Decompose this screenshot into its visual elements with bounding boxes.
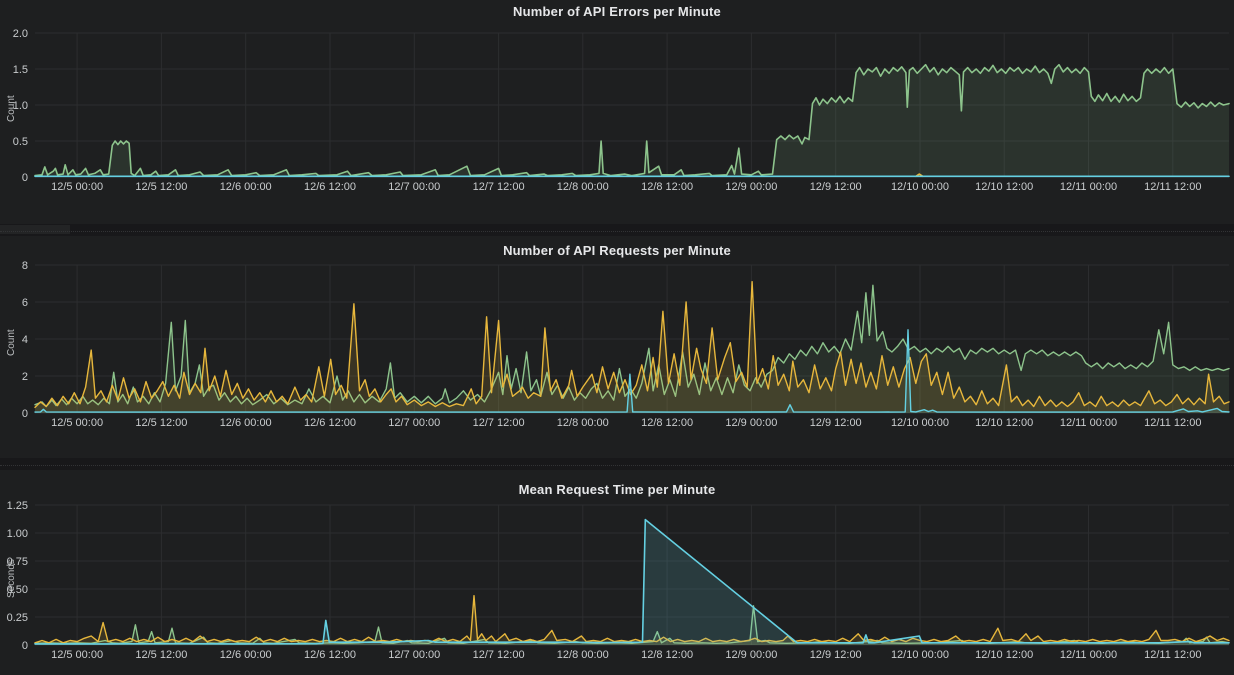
panel-mean-request-time: Mean Request Time per Minute Seconds 0 0.… bbox=[0, 470, 1234, 675]
svg-text:12/8 12:00: 12/8 12:00 bbox=[641, 181, 693, 193]
svg-text:0: 0 bbox=[22, 172, 28, 184]
svg-text:12/11 12:00: 12/11 12:00 bbox=[1144, 181, 1201, 193]
svg-text:12/6 12:00: 12/6 12:00 bbox=[304, 181, 356, 193]
row-separator bbox=[0, 465, 1234, 466]
svg-text:12/7 12:00: 12/7 12:00 bbox=[473, 181, 525, 193]
svg-text:12/11 12:00: 12/11 12:00 bbox=[1144, 417, 1201, 429]
svg-text:12/10 12:00: 12/10 12:00 bbox=[975, 181, 1033, 193]
svg-text:12/11 00:00: 12/11 00:00 bbox=[1060, 417, 1117, 429]
svg-text:0.5: 0.5 bbox=[13, 136, 28, 148]
svg-text:1.5: 1.5 bbox=[13, 64, 28, 76]
svg-text:12/10 12:00: 12/10 12:00 bbox=[975, 417, 1033, 429]
svg-text:12/8 12:00: 12/8 12:00 bbox=[641, 417, 693, 429]
row-separator bbox=[0, 231, 1234, 232]
svg-text:12/7 00:00: 12/7 00:00 bbox=[388, 181, 440, 193]
svg-text:12/5 00:00: 12/5 00:00 bbox=[51, 181, 103, 193]
svg-text:12/8 00:00: 12/8 00:00 bbox=[557, 417, 609, 429]
svg-text:12/7 00:00: 12/7 00:00 bbox=[388, 649, 440, 661]
panel-title-mean-request-time[interactable]: Mean Request Time per Minute bbox=[518, 482, 716, 497]
svg-text:12/6 12:00: 12/6 12:00 bbox=[304, 417, 356, 429]
svg-text:0.25: 0.25 bbox=[7, 612, 28, 624]
svg-text:12/10 00:00: 12/10 00:00 bbox=[891, 417, 949, 429]
svg-text:12/7 12:00: 12/7 12:00 bbox=[473, 649, 525, 661]
svg-text:12/9 00:00: 12/9 00:00 bbox=[725, 417, 777, 429]
row-handle[interactable] bbox=[0, 225, 70, 234]
svg-text:0: 0 bbox=[22, 640, 28, 652]
svg-text:12/11 12:00: 12/11 12:00 bbox=[1144, 649, 1201, 661]
svg-text:1.25: 1.25 bbox=[7, 500, 28, 512]
svg-text:0.50: 0.50 bbox=[7, 584, 28, 596]
svg-text:12/6 00:00: 12/6 00:00 bbox=[220, 417, 272, 429]
svg-text:12/5 00:00: 12/5 00:00 bbox=[51, 417, 103, 429]
chart-canvas-mean-request-time[interactable]: 0 0.25 0.50 0.75 1.00 1.25 12/5 00:00 12/5 12:0… bbox=[0, 470, 1234, 675]
svg-text:12/9 00:00: 12/9 00:00 bbox=[725, 181, 777, 193]
svg-text:12/5 12:00: 12/5 12:00 bbox=[135, 417, 187, 429]
svg-text:12/11 00:00: 12/11 00:00 bbox=[1060, 649, 1117, 661]
svg-text:12/6 00:00: 12/6 00:00 bbox=[220, 181, 272, 193]
svg-text:12/9 12:00: 12/9 12:00 bbox=[810, 417, 862, 429]
svg-text:12/7 12:00: 12/7 12:00 bbox=[473, 417, 525, 429]
svg-text:1.00: 1.00 bbox=[7, 528, 28, 540]
svg-text:12/11 00:00: 12/11 00:00 bbox=[1060, 181, 1117, 193]
svg-text:6: 6 bbox=[22, 297, 28, 309]
svg-text:12/10 00:00: 12/10 00:00 bbox=[891, 649, 949, 661]
panel-title-api-errors[interactable]: Number of API Errors per Minute bbox=[513, 4, 721, 19]
chart-canvas-api-errors[interactable]: 0 0.5 1.0 1.5 2.0 12/5 00:00 12/5 12:00 12/6 00… bbox=[0, 0, 1234, 224]
svg-text:12/6 00:00: 12/6 00:00 bbox=[220, 649, 272, 661]
svg-text:2.0: 2.0 bbox=[13, 28, 28, 40]
svg-text:12/8 12:00: 12/8 12:00 bbox=[641, 649, 693, 661]
svg-text:4: 4 bbox=[22, 334, 28, 346]
svg-text:2: 2 bbox=[22, 371, 28, 383]
svg-text:12/5 00:00: 12/5 00:00 bbox=[51, 649, 103, 661]
svg-text:1.0: 1.0 bbox=[13, 100, 28, 112]
panel-title-api-requests[interactable]: Number of API Requests per Minute bbox=[503, 243, 731, 258]
svg-text:12/6 12:00: 12/6 12:00 bbox=[304, 649, 356, 661]
svg-text:12/5 12:00: 12/5 12:00 bbox=[135, 649, 187, 661]
svg-text:12/8 00:00: 12/8 00:00 bbox=[557, 649, 609, 661]
svg-text:12/10 12:00: 12/10 12:00 bbox=[975, 649, 1033, 661]
svg-text:12/9 12:00: 12/9 12:00 bbox=[810, 649, 862, 661]
svg-text:12/9 00:00: 12/9 00:00 bbox=[725, 649, 777, 661]
panel-api-requests: Number of API Requests per Minute Count … bbox=[0, 236, 1234, 458]
svg-text:12/7 00:00: 12/7 00:00 bbox=[388, 417, 440, 429]
chart-canvas-api-requests[interactable]: 0 2 4 6 8 12/5 00:00 12/5 12:00 12/6 00:00 12/6 … bbox=[0, 236, 1234, 458]
svg-text:0: 0 bbox=[22, 408, 28, 420]
svg-text:8: 8 bbox=[22, 260, 28, 272]
svg-text:12/9 12:00: 12/9 12:00 bbox=[810, 181, 862, 193]
svg-text:12/5 12:00: 12/5 12:00 bbox=[135, 181, 187, 193]
svg-text:12/10 00:00: 12/10 00:00 bbox=[891, 181, 949, 193]
svg-text:0.75: 0.75 bbox=[7, 556, 28, 568]
svg-text:12/8 00:00: 12/8 00:00 bbox=[557, 181, 609, 193]
